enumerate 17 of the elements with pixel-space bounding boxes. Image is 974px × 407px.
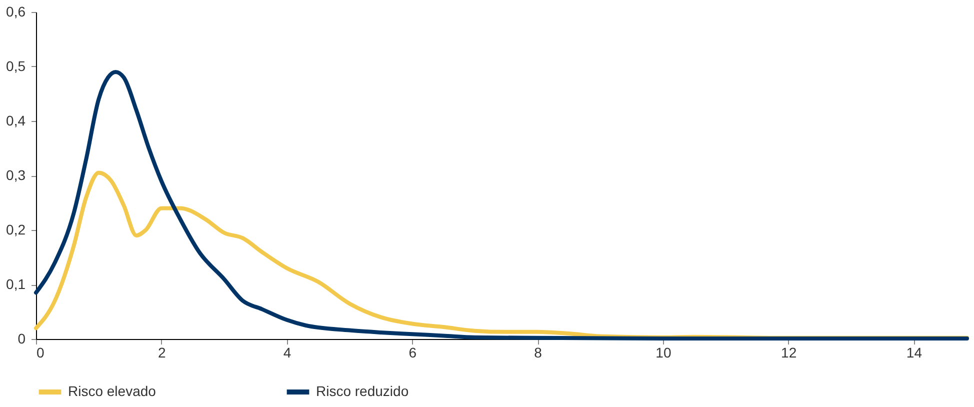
y-tick-label: 0	[18, 330, 26, 346]
y-tick-label: 0,2	[6, 222, 26, 238]
x-tick-label: 4	[283, 344, 292, 360]
x-tick-label: 10	[656, 344, 672, 360]
legend-label: Risco reduzido	[316, 383, 409, 399]
x-tick-label: 6	[408, 344, 417, 360]
x-tick-label: 14	[906, 344, 922, 360]
y-tick-label: 0,5	[6, 58, 26, 74]
y-tick-label: 0,1	[6, 276, 26, 292]
x-tick-label: 12	[781, 344, 797, 360]
y-tick-label: 0,6	[6, 4, 26, 20]
x-tick-label: 2	[158, 344, 166, 360]
x-tick-label: 0	[36, 344, 44, 360]
y-tick-label: 0,4	[6, 112, 26, 128]
y-tick-label: 0,3	[6, 167, 26, 183]
legend-label: Risco elevado	[68, 383, 156, 399]
x-tick-label: 8	[534, 344, 542, 360]
